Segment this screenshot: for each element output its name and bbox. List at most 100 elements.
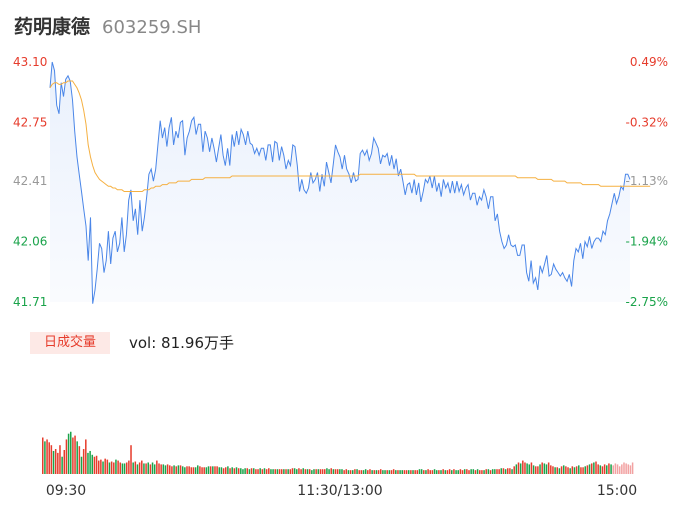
volume-bar — [302, 468, 304, 474]
volume-bar — [134, 461, 137, 474]
volume-bar — [629, 465, 632, 474]
volume-bar — [222, 468, 225, 474]
volume-bar — [358, 470, 360, 474]
volume-bar — [524, 462, 526, 474]
volume-bar — [220, 467, 223, 474]
volume-bar — [608, 463, 610, 474]
volume-bar — [194, 467, 197, 474]
volume-bar — [306, 469, 309, 474]
volume-bar — [233, 468, 236, 474]
volume-bar — [278, 469, 281, 474]
volume-bar — [616, 464, 619, 474]
volume-bar — [106, 459, 109, 474]
volume-bar — [145, 463, 147, 474]
volume-prefix: vol: — [129, 334, 162, 352]
price-line — [49, 61, 631, 304]
volume-bar — [623, 462, 625, 474]
volume-bar — [128, 460, 130, 474]
volume-bar — [494, 469, 496, 474]
volume-bar — [283, 469, 285, 474]
volume-bar — [405, 470, 408, 474]
volume-bar — [104, 458, 106, 474]
y-axis-right-percent: 0.49% -0.32% -1.13% -1.94% -2.75% — [626, 55, 668, 309]
volume-bar — [565, 466, 567, 474]
volume-bar — [138, 462, 141, 474]
volume-bar — [567, 467, 569, 474]
volume-bar — [280, 469, 283, 474]
volume-bar — [160, 464, 162, 474]
volume-bar — [603, 464, 606, 474]
volume-bar — [298, 468, 300, 474]
volume-bar — [463, 469, 466, 474]
volume-bar — [461, 470, 464, 474]
volume-bar — [52, 450, 55, 474]
volume-bar — [57, 452, 59, 474]
volume-bar — [466, 469, 468, 474]
volume-bar — [425, 470, 427, 474]
volume-bar — [169, 465, 171, 474]
volume-bar — [313, 469, 315, 474]
volume-bar — [377, 470, 380, 474]
volume-bar — [631, 462, 634, 474]
volume-bar — [255, 469, 257, 474]
volume-bar — [201, 467, 203, 474]
volume-bar — [509, 468, 511, 474]
volume-bar — [326, 468, 328, 474]
volume-bar — [332, 469, 335, 474]
volume-bar — [556, 467, 559, 474]
volume-bar — [543, 463, 546, 474]
volume-bar — [584, 466, 586, 474]
volume-bar — [229, 468, 231, 474]
volume-bar — [468, 470, 470, 474]
volume-bar — [547, 462, 550, 474]
price-series-line — [49, 61, 631, 304]
volume-bar — [244, 468, 246, 474]
volume-bar — [407, 470, 410, 474]
volume-bar — [330, 468, 332, 474]
volume-bar — [457, 470, 459, 474]
volume-bar — [246, 468, 249, 474]
volume-bar — [231, 467, 233, 474]
volume-bar — [121, 463, 124, 474]
volume-bar — [321, 469, 324, 474]
volume-bar — [423, 470, 425, 474]
volume-bar — [147, 462, 149, 474]
volume-bar — [571, 466, 574, 474]
volume-bar — [263, 468, 266, 474]
volume-bar — [397, 470, 399, 474]
volume-bar — [410, 470, 412, 474]
volume-bar — [91, 454, 94, 474]
volume-bar — [50, 445, 53, 474]
volume-bar — [474, 470, 477, 474]
volume-bar — [315, 469, 317, 474]
volume-bar — [95, 455, 98, 474]
volume-bar — [319, 469, 322, 474]
volume-bar — [276, 469, 279, 474]
volume-bar — [476, 469, 479, 474]
volume-bar — [235, 467, 238, 474]
volume-bar — [392, 469, 395, 474]
volume-bar — [537, 466, 539, 474]
volume-bar — [373, 470, 376, 474]
volume-tab[interactable]: 日成交量 — [30, 332, 110, 354]
volume-bar — [272, 469, 274, 474]
volume-bar — [489, 470, 492, 474]
volume-bar — [562, 465, 565, 474]
volume-bar — [207, 466, 210, 474]
volume-bar — [455, 470, 457, 474]
volume-bar — [72, 437, 74, 474]
x-tick-label: 15:00 — [597, 483, 637, 499]
volume-bar — [224, 467, 227, 474]
volume-bar — [588, 464, 591, 474]
volume-bar — [560, 466, 563, 474]
volume-bar — [125, 462, 128, 474]
volume-bar — [347, 470, 350, 474]
volume-bar — [308, 469, 311, 474]
volume-bar — [506, 468, 509, 474]
volume-bar — [240, 468, 242, 474]
volume-bars — [42, 431, 634, 474]
volume-bar — [382, 470, 384, 474]
y-tick-label: 42.06 — [13, 235, 47, 249]
volume-bar — [76, 441, 78, 474]
